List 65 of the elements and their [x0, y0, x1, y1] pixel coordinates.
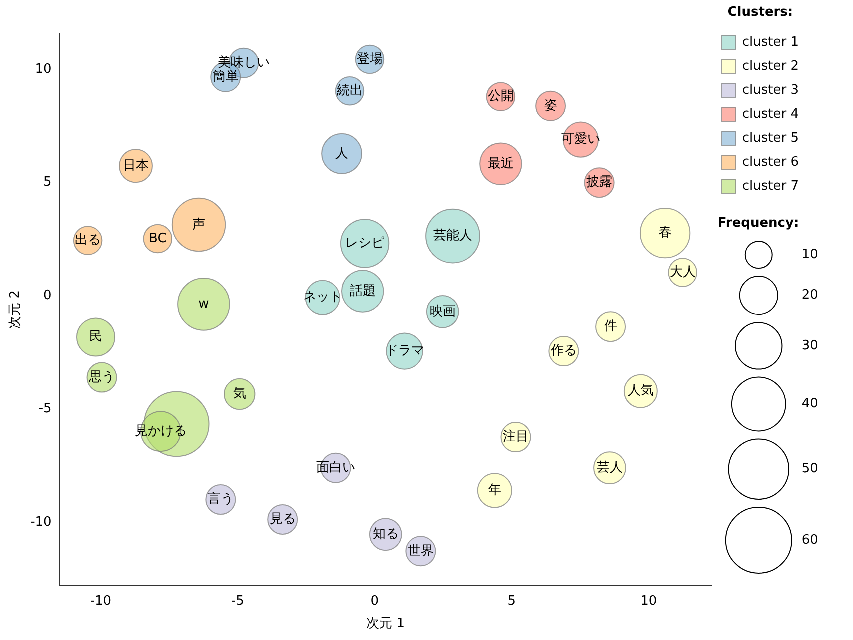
- annotation: 世界: [408, 544, 434, 559]
- annotation: 注目: [502, 430, 529, 445]
- annotation: 知る: [372, 527, 399, 542]
- x-tick-label: 5: [508, 594, 516, 609]
- legend-label: 50: [802, 462, 818, 477]
- annotation: 続出: [336, 84, 363, 99]
- annotation: 芸人: [596, 460, 623, 476]
- legend-label: cluster 4: [742, 106, 800, 122]
- annotation: 映画: [430, 304, 456, 320]
- legend-label: 60: [802, 532, 818, 548]
- annotation: 芸能人: [433, 228, 472, 244]
- y-tick-label: 0: [44, 288, 52, 304]
- legend-label: cluster 3: [742, 82, 800, 98]
- annotation: ネット: [303, 290, 342, 306]
- annotation: 人: [336, 146, 349, 162]
- annotation: 気: [233, 386, 246, 402]
- legend-label: 10: [802, 247, 818, 262]
- legend-label: cluster 6: [742, 154, 800, 170]
- annotation: 作る: [550, 344, 577, 359]
- annotation: 面白い: [316, 460, 356, 476]
- annotation: 件: [604, 319, 618, 334]
- x-tick-label: -5: [231, 594, 244, 609]
- annotation: 大人: [670, 265, 696, 280]
- annotation: 美味しい: [218, 54, 270, 70]
- annotation: 可愛い: [561, 132, 600, 148]
- y-tick-label: -10: [30, 514, 52, 530]
- x-tick-label: -10: [90, 594, 112, 609]
- y-tick-label: 5: [44, 175, 52, 190]
- annotation: 見かける: [134, 424, 187, 440]
- annotation: 出る: [75, 233, 102, 248]
- annotation: 日本: [122, 158, 149, 174]
- y-tick-label: -5: [38, 402, 52, 417]
- legend-label: cluster 1: [742, 34, 800, 50]
- text: Frequency:: [718, 216, 800, 231]
- x-tick-label: 10: [640, 594, 658, 609]
- y-tick-label: 10: [35, 62, 52, 78]
- annotation: 登場: [356, 52, 383, 67]
- legend-label: 30: [802, 338, 818, 354]
- annotation: レシピ: [346, 236, 385, 252]
- annotation: 最近: [488, 156, 514, 172]
- legend-label: 40: [802, 396, 818, 412]
- annotation: ドラマ: [385, 344, 424, 359]
- annotation: 簡単: [212, 70, 239, 85]
- annotation: w: [198, 296, 210, 312]
- annotation: 人気: [628, 384, 654, 399]
- legend-label: cluster 5: [742, 130, 800, 146]
- annotation: BC: [149, 231, 167, 246]
- y-axis-title: 次元 2: [8, 290, 24, 329]
- annotation: 年: [488, 483, 502, 498]
- legend-label: cluster 7: [742, 178, 800, 194]
- legend-label: 20: [802, 288, 818, 303]
- annotation: 思う: [88, 370, 116, 385]
- x-axis-title: 次元 1: [366, 616, 406, 632]
- annotation: 声: [192, 217, 206, 232]
- annotation: 見る: [270, 512, 296, 528]
- annotation: 姿: [544, 98, 558, 114]
- annotation: 民: [89, 330, 102, 345]
- annotation: 言う: [208, 491, 234, 508]
- annotation: 春: [658, 226, 672, 241]
- x-tick-label: 0: [370, 594, 380, 609]
- legend-title: Clusters:: [728, 4, 794, 20]
- annotation: 披露: [586, 175, 613, 190]
- annotation: 公開: [488, 89, 514, 104]
- legend-label: cluster 2: [742, 58, 800, 74]
- annotation: 話題: [350, 284, 376, 299]
